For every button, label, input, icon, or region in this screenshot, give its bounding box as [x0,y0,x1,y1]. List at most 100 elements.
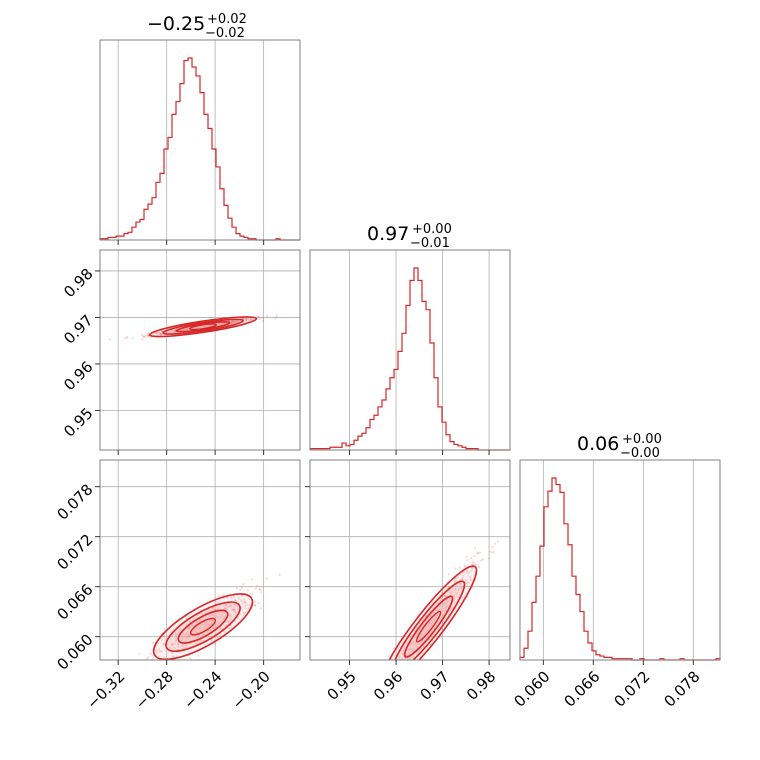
sample-point [411,649,414,652]
sample-point [458,566,461,569]
sample-point [186,327,189,330]
sample-point [455,591,459,594]
sample-point [482,558,485,561]
sample-point [398,691,400,693]
sample-point [180,633,183,637]
sample-point [186,327,189,330]
sample-point [432,611,435,614]
x-tick-label: 0.97 [416,668,452,704]
sample-point [233,602,236,606]
sample-point [240,586,243,589]
sample-point [140,333,143,336]
sample-point [186,327,189,330]
sample-point [220,322,224,325]
sample-point [187,635,190,638]
title-lower-error: −0.00 [620,446,660,461]
sample-point [247,607,250,610]
sample-point [216,618,220,622]
sample-point [448,609,451,612]
sample-point [445,604,448,607]
sample-point [159,332,162,336]
sample-point [186,327,189,330]
sample-point [399,670,401,672]
sample-point [245,317,248,320]
sample-point [230,321,234,324]
sample-point [463,564,466,567]
sample-point [148,669,150,671]
sample-point [207,629,211,632]
sample-point [186,633,189,636]
sample-point [233,320,236,323]
sample-point [405,657,409,660]
sample-point [218,610,221,614]
sample-point [183,635,186,639]
sample-point [464,579,467,582]
sample-point [181,644,185,647]
sample-point [216,615,220,619]
sample-point [466,559,469,562]
sample-point [173,647,176,650]
sample-point [381,674,383,676]
sample-point [125,335,129,339]
sample-point [230,626,233,629]
sample-point [218,621,221,624]
sample-point [187,635,190,638]
sample-point [234,320,237,323]
sample-point [403,669,405,671]
sample-point [239,588,242,592]
sample-point [449,607,453,611]
sample-point [184,637,188,640]
sample-point [166,330,169,333]
sample-point [454,587,457,590]
sample-point [156,651,159,654]
sample-point [192,617,195,620]
sample-point [422,639,425,642]
sample-point [215,615,218,618]
sample-point [432,640,435,643]
title-param-1: 0.97 +0.00 −0.01 [367,222,452,251]
sample-point [404,663,406,665]
panel-1-0 [99,249,301,451]
sample-point [393,647,396,650]
sample-point [496,540,499,543]
y-tick-label: 0.078 [53,480,96,523]
sample-point [222,616,225,619]
sample-point [212,614,215,618]
sample-point [249,318,253,322]
sample-point [422,645,425,648]
sample-point [179,628,183,632]
sample-point [453,579,456,583]
sample-point [228,613,231,616]
sample-point [182,329,185,332]
sample-point [371,707,373,709]
histogram-step-line [309,267,510,451]
sample-point [457,588,461,591]
sample-point [470,569,473,572]
sample-point [409,648,412,651]
sample-point [176,648,180,651]
sample-point [234,611,238,614]
sample-point [413,639,416,642]
sample-point [188,625,191,628]
sample-point [368,716,370,718]
sample-point [242,611,245,614]
sample-point [181,636,184,640]
sample-point [438,599,442,602]
sample-point [244,604,247,607]
sample-point [184,633,188,636]
sample-point [189,620,192,623]
sample-point [417,643,420,646]
sample-point [201,613,204,616]
sample-point [445,605,448,608]
panel-content [109,314,279,341]
sample-point [172,643,175,646]
sample-point [412,656,415,659]
sample-point [154,649,158,652]
sample-point [188,634,191,638]
sample-point [230,596,233,599]
sample-point [461,577,464,581]
sample-point [171,655,175,658]
sample-point [221,619,224,622]
sample-point [197,634,200,637]
sample-point [185,632,188,635]
